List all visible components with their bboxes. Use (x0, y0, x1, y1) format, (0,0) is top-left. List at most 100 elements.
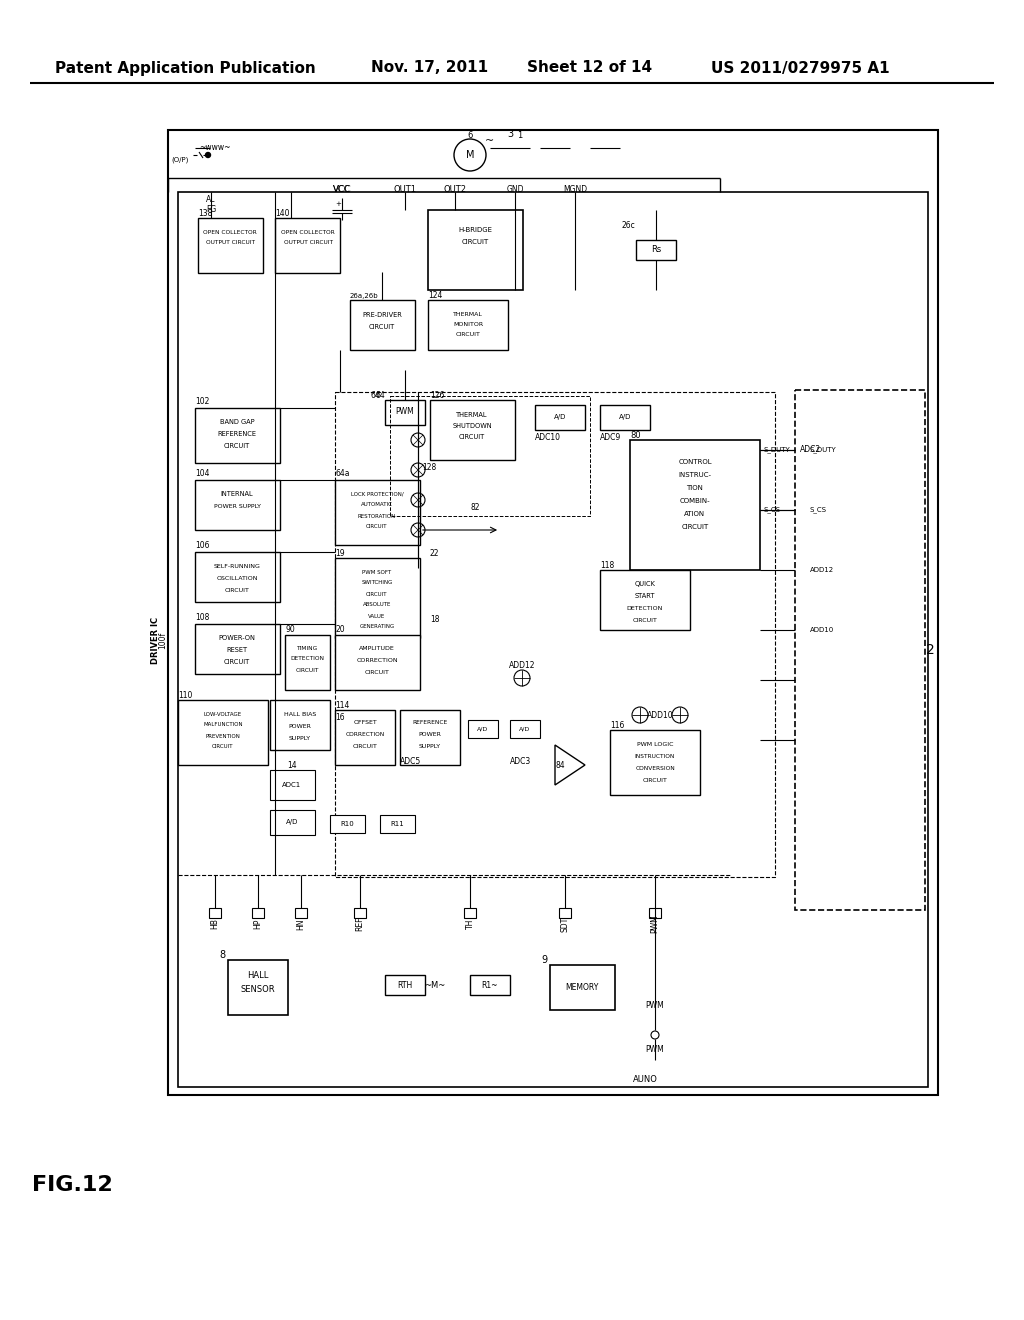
Bar (295, 908, 307, 917)
Text: CIRCUIT: CIRCUIT (352, 744, 378, 750)
Text: PWM LOGIC: PWM LOGIC (637, 742, 673, 747)
Text: AUNO: AUNO (633, 1076, 657, 1085)
Text: 3: 3 (507, 129, 513, 139)
Text: INSTRUCTION: INSTRUCTION (635, 754, 675, 759)
Bar (610, 730, 700, 795)
Text: S_CS: S_CS (763, 507, 780, 513)
Bar (209, 908, 221, 917)
Text: A/D: A/D (519, 726, 530, 731)
Text: S_DUTY: S_DUTY (763, 446, 790, 453)
Bar (600, 570, 690, 630)
Text: VALUE: VALUE (369, 614, 386, 619)
Text: OUT1: OUT1 (393, 186, 417, 194)
Bar (270, 810, 315, 836)
Text: PRE-DRIVER: PRE-DRIVER (362, 312, 402, 318)
Text: OUTPUT CIRCUIT: OUTPUT CIRCUIT (284, 239, 333, 244)
Text: TIMING: TIMING (296, 645, 317, 651)
Text: H-BRIDGE: H-BRIDGE (458, 227, 492, 234)
Text: A/D: A/D (554, 414, 566, 420)
Text: ADD12: ADD12 (509, 660, 536, 669)
Text: SELF-RUNNING: SELF-RUNNING (214, 564, 260, 569)
Text: GENERATING: GENERATING (359, 624, 394, 630)
Text: Nov. 17, 2011: Nov. 17, 2011 (372, 61, 488, 75)
Bar (228, 960, 288, 1015)
Text: 64: 64 (371, 392, 380, 400)
Text: DRIVER IC: DRIVER IC (152, 616, 161, 664)
Text: SWITCHING: SWITCHING (361, 581, 392, 586)
Text: 124: 124 (428, 292, 442, 301)
Bar (195, 552, 280, 602)
Text: ~M~: ~M~ (424, 981, 445, 990)
Text: CIRCUIT: CIRCUIT (367, 591, 388, 597)
Text: 26a,26b: 26a,26b (350, 293, 379, 300)
Circle shape (206, 153, 211, 157)
Text: 114: 114 (335, 701, 349, 710)
Text: PWM: PWM (650, 915, 659, 933)
Text: ATION: ATION (684, 511, 706, 517)
Text: MONITOR: MONITOR (453, 322, 483, 327)
Text: CIRCUIT: CIRCUIT (224, 444, 250, 449)
Text: 9: 9 (542, 954, 548, 965)
Bar (430, 400, 515, 459)
Text: PWM SOFT: PWM SOFT (362, 569, 391, 574)
Bar (178, 700, 268, 766)
Text: OPEN COLLECTOR: OPEN COLLECTOR (282, 230, 335, 235)
Text: CORRECTION: CORRECTION (345, 733, 385, 738)
Text: 100f: 100f (159, 631, 168, 648)
Text: Rs: Rs (651, 246, 662, 255)
Bar (335, 635, 420, 690)
Text: CIRCUIT: CIRCUIT (462, 239, 488, 246)
Text: OUTPUT CIRCUIT: OUTPUT CIRCUIT (206, 239, 255, 244)
Text: 6: 6 (467, 131, 473, 140)
Text: ADC2: ADC2 (800, 446, 820, 454)
Text: 116: 116 (610, 722, 625, 730)
Text: 110: 110 (178, 690, 193, 700)
Text: S_DUTY: S_DUTY (810, 446, 837, 453)
Text: POWER: POWER (419, 733, 441, 738)
Text: 108: 108 (195, 614, 209, 623)
Text: 82: 82 (470, 503, 480, 512)
Text: Sheet 12 of 14: Sheet 12 of 14 (527, 61, 652, 75)
Text: FIG.12: FIG.12 (32, 1175, 113, 1195)
Text: SENSOR: SENSOR (241, 986, 275, 994)
Text: SUPPLY: SUPPLY (289, 735, 311, 741)
Text: 106: 106 (195, 541, 210, 550)
Bar (390, 396, 590, 516)
Text: ADD10: ADD10 (810, 627, 835, 634)
Text: 140: 140 (275, 210, 290, 219)
Text: 20: 20 (335, 626, 345, 635)
Bar (330, 814, 365, 833)
Bar (630, 440, 760, 570)
Text: 14: 14 (287, 760, 297, 770)
Text: CIRCUIT: CIRCUIT (369, 323, 395, 330)
Bar (270, 700, 330, 750)
Text: HALL: HALL (248, 970, 268, 979)
Text: TH: TH (466, 919, 474, 929)
Bar (195, 624, 280, 675)
Text: COMBIN-: COMBIN- (680, 498, 711, 504)
Text: ~www~: ~www~ (200, 144, 230, 153)
Text: M: M (466, 150, 474, 160)
Text: ~: ~ (485, 136, 495, 147)
Text: CIRCUIT: CIRCUIT (295, 668, 318, 672)
Text: AUTOMATIC: AUTOMATIC (361, 503, 393, 507)
Text: 22: 22 (430, 549, 439, 558)
Text: 8: 8 (219, 950, 225, 960)
Text: THERMAL: THERMAL (453, 313, 483, 318)
Text: 26c: 26c (622, 220, 635, 230)
Bar (468, 719, 498, 738)
Text: ADC5: ADC5 (400, 758, 421, 767)
Text: DETECTION: DETECTION (627, 606, 664, 610)
Text: AL: AL (206, 195, 216, 205)
Bar (795, 389, 925, 909)
Text: START: START (635, 593, 655, 599)
Text: US 2011/0279975 A1: US 2011/0279975 A1 (711, 61, 889, 75)
Bar (252, 908, 264, 917)
Text: Patent Application Publication: Patent Application Publication (54, 61, 315, 75)
Text: REFERENCE: REFERENCE (217, 432, 256, 437)
Text: HB: HB (211, 919, 219, 929)
Text: CIRCUIT: CIRCUIT (459, 434, 485, 440)
Bar (198, 218, 263, 273)
Text: INSTRUC-: INSTRUC- (679, 473, 712, 478)
Bar (510, 719, 540, 738)
